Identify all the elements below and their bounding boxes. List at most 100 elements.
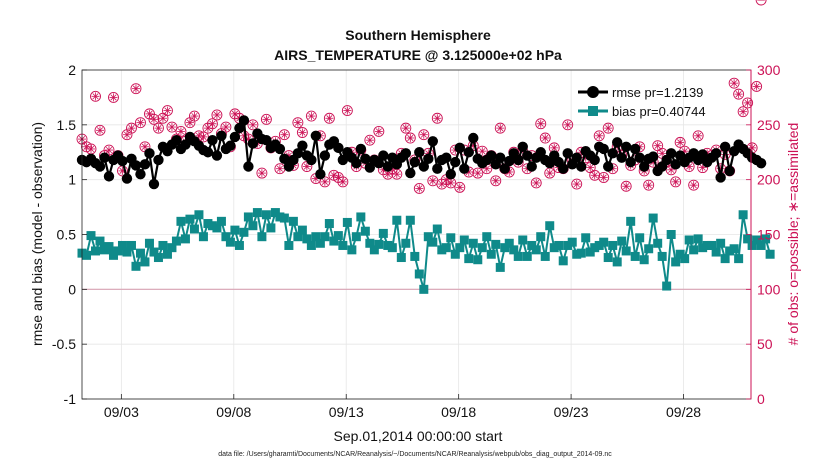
obs-assimilated-stroke <box>209 120 216 127</box>
obs-possible-marker <box>296 127 308 138</box>
rmse-point <box>333 142 344 154</box>
obs-assimilated-stroke <box>402 125 409 132</box>
y-tick-label: 1 <box>68 172 76 188</box>
rmse-point <box>625 156 636 168</box>
obs-assimilated-stroke <box>303 163 310 170</box>
obs-possible-marker <box>413 182 425 194</box>
rmse-point <box>297 140 308 151</box>
bias-point <box>738 210 748 220</box>
bias-point <box>482 232 492 242</box>
obs-assimilated-marker <box>262 115 271 124</box>
bias-point <box>279 213 289 223</box>
rmse-point <box>463 147 474 158</box>
rmse-point <box>755 158 767 169</box>
obs-assimilated-marker <box>190 112 199 121</box>
obs-assimilated-stroke <box>605 125 612 132</box>
bias-point <box>747 240 757 250</box>
obs-assimilated-marker <box>536 119 545 128</box>
obs-assimilated-marker <box>415 184 424 193</box>
bias-point <box>459 235 469 245</box>
bias-point <box>140 257 150 267</box>
rmse-point <box>418 161 430 172</box>
obs-assimilated-marker <box>433 114 442 123</box>
bias-point <box>315 238 325 248</box>
y-tick-label: -0.5 <box>52 336 76 352</box>
bias-point <box>648 213 658 223</box>
rmse-point <box>351 158 362 169</box>
rmse-point <box>423 153 434 165</box>
rmse-point <box>598 143 609 155</box>
obs-possible-marker <box>148 113 160 125</box>
bias-point <box>261 210 271 220</box>
obs-possible-marker <box>175 125 187 137</box>
bias-point <box>378 228 388 238</box>
bias-point <box>455 243 465 253</box>
obs-assimilated-marker <box>221 123 230 132</box>
rmse-point <box>612 137 623 148</box>
rmse-point <box>562 148 573 159</box>
rmse-point <box>216 130 227 141</box>
obs-possible-marker <box>220 121 232 133</box>
obs-assimilated-stroke <box>600 174 607 181</box>
obs-assimilated-stroke <box>299 129 306 136</box>
legend-bias-marker <box>588 106 598 116</box>
rmse-point <box>274 143 286 155</box>
rmse-point <box>665 148 677 159</box>
obs-possible-marker <box>247 119 259 131</box>
obs-assimilated-marker <box>730 79 739 88</box>
y-axis-label: rmse and bias (model - observation) <box>29 122 45 346</box>
bias-point <box>333 231 343 241</box>
obs-possible-marker <box>153 122 164 134</box>
bias-point <box>468 238 478 248</box>
obs-possible-marker <box>562 119 574 131</box>
bias-point <box>522 251 532 261</box>
rmse-point <box>697 149 708 160</box>
obs-possible-marker <box>490 175 502 187</box>
rmse-point <box>454 142 465 154</box>
obs-assimilated-marker <box>280 130 289 139</box>
obs-possible-marker <box>404 132 416 144</box>
bias-point <box>320 232 330 242</box>
rmse-point <box>459 163 470 174</box>
obs-possible-marker <box>598 172 610 183</box>
obs-assimilated-stroke <box>677 139 684 146</box>
rmse-point <box>315 168 326 180</box>
obs-assimilated-stroke <box>177 128 185 135</box>
rmse-point <box>544 158 555 169</box>
rmse-point <box>306 154 317 166</box>
obs-assimilated-stroke <box>551 144 558 151</box>
bias-point <box>266 223 276 233</box>
bias-point <box>653 238 663 248</box>
rmse-point <box>139 159 151 170</box>
obs-assimilated-stroke <box>420 131 427 138</box>
obs-assimilated-marker <box>604 124 613 133</box>
bias-point <box>257 232 267 242</box>
bias-point <box>540 251 550 261</box>
obs-assimilated-stroke <box>141 143 149 150</box>
rmse-point <box>94 161 106 172</box>
legend-bias-label: bias pr=0.40744 <box>612 104 706 119</box>
obs-assimilated-stroke <box>164 107 171 114</box>
bias-point <box>626 216 636 226</box>
bias-point <box>446 233 456 243</box>
obs-assimilated-marker <box>320 177 329 186</box>
obs-assimilated-marker <box>140 142 149 151</box>
rmse-point <box>148 178 160 190</box>
rmse-point <box>364 162 376 173</box>
bias-point <box>536 232 546 242</box>
obs-assimilated-stroke <box>659 150 666 157</box>
obs-assimilated-stroke <box>308 112 315 120</box>
bias-point <box>531 245 541 255</box>
bias-point <box>216 216 226 226</box>
bias-point <box>324 219 334 229</box>
bias-point <box>351 232 361 242</box>
obs-assimilated-stroke <box>465 168 472 176</box>
obs-possible-marker <box>688 179 700 191</box>
obs-assimilated-stroke <box>537 120 544 127</box>
bias-point <box>504 238 514 248</box>
obs-possible-marker <box>436 178 448 190</box>
rmse-point <box>499 163 510 174</box>
obs-assimilated-stroke <box>533 179 540 187</box>
obs-assimilated-stroke <box>339 178 346 185</box>
rmse-point <box>414 147 425 158</box>
